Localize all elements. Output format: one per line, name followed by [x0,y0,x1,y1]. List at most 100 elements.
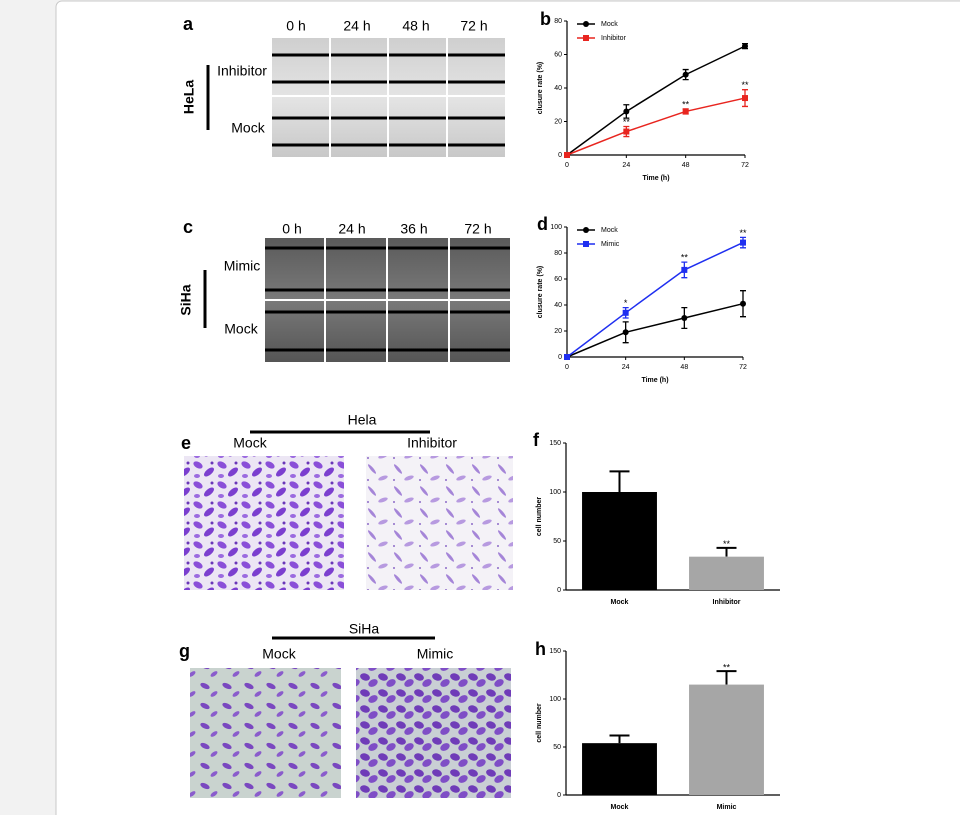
y-tick-label: 0 [557,792,561,799]
marker [681,315,688,321]
significance: ** [682,99,690,109]
bar [582,743,657,795]
series-line [566,45,746,156]
panel-letter: h [535,639,546,659]
y-tick-label: 80 [554,250,562,257]
image-separators [272,38,505,157]
significance: ** [681,252,689,262]
y-axis-label: cell number [536,497,543,537]
time-label: 48 h [402,18,429,34]
panel-letter: e [181,433,191,453]
legend-label: Mock [601,227,618,234]
y-tick-label: 60 [554,51,562,58]
y-tick-label: 100 [550,224,562,231]
significance: * [624,298,628,308]
significance: ** [741,80,749,90]
legend-label: Inhibitor [601,35,627,42]
transwell-image [190,668,341,798]
x-tick-label: Mock [611,804,629,811]
legend-marker [583,35,589,41]
series-line [566,241,744,358]
marker [622,329,629,336]
x-tick-label: 48 [680,364,688,371]
y-axis-label: clusure rate (%) [537,266,544,319]
marker [742,43,748,50]
x-tick-label: 0 [565,162,569,169]
marker [682,71,689,78]
transwell-image [356,668,511,798]
series-line [566,302,744,358]
time-label: 72 h [464,221,491,237]
y-tick-label: 0 [558,354,562,361]
bar [689,684,764,795]
x-tick-label: 72 [741,162,749,169]
x-axis-label: Time (h) [642,175,669,182]
marker [681,266,688,273]
time-label: 24 h [338,221,365,237]
panel-letter: b [540,9,551,29]
time-label: 72 h [460,18,487,34]
x-tick-label: 24 [622,162,630,169]
row-label: Mimic [224,258,261,274]
marker [564,354,570,360]
y-axis-label: clusure rate (%) [537,62,544,115]
panel-letter: c [183,217,193,237]
significance: ** [723,539,731,549]
y-tick-label: 40 [554,85,562,92]
y-tick-label: 80 [554,18,562,25]
x-tick-label: 0 [565,364,569,371]
series-line [566,97,746,156]
time-label: 0 h [286,18,305,34]
panel-letter: g [179,641,190,661]
cell-line: SiHa [349,621,380,637]
row-label: Mock [231,120,265,136]
image-separators [265,238,510,362]
error-bar [609,734,630,744]
marker [740,300,746,307]
bar [689,556,764,590]
marker [623,108,630,115]
marker [682,108,689,115]
y-tick-label: 20 [554,328,562,335]
row-label: Inhibitor [217,63,267,79]
x-axis-label: Time (h) [641,377,668,384]
time-label: 24 h [343,18,370,34]
legend-label: Mock [601,21,618,28]
column-label: Mimic [417,646,454,662]
significance: ** [623,117,631,127]
legend-marker [583,227,589,233]
legend-marker [583,21,589,27]
y-tick-label: 100 [549,696,561,703]
transwell-image [184,456,344,590]
cell-line: Hela [348,412,377,428]
error-bar [716,546,737,557]
x-tick-label: Mock [611,599,629,606]
y-axis-label: cell number [536,703,543,743]
panel-letter: f [533,430,540,450]
column-label: Inhibitor [407,435,457,451]
cell-line: SiHa [178,284,194,315]
time-label: 0 h [282,221,301,237]
y-tick-label: 100 [549,489,561,496]
y-tick-label: 60 [554,276,562,283]
column-label: Mock [262,646,296,662]
y-tick-label: 50 [553,744,561,751]
marker [742,95,748,102]
legend-label: Mimic [601,241,620,248]
y-tick-label: 50 [553,538,561,545]
y-tick-label: 20 [554,118,562,125]
x-tick-label: 48 [682,162,690,169]
y-tick-label: 0 [557,587,561,594]
error-bar [716,670,737,685]
marker [740,239,746,246]
column-label: Mock [233,435,267,451]
legend-marker [583,241,589,247]
error-bar [609,470,630,492]
x-tick-label: Mimic [717,804,737,811]
card [55,0,960,815]
significance: ** [723,663,731,673]
x-tick-label: 24 [622,364,630,371]
bar [582,492,657,590]
